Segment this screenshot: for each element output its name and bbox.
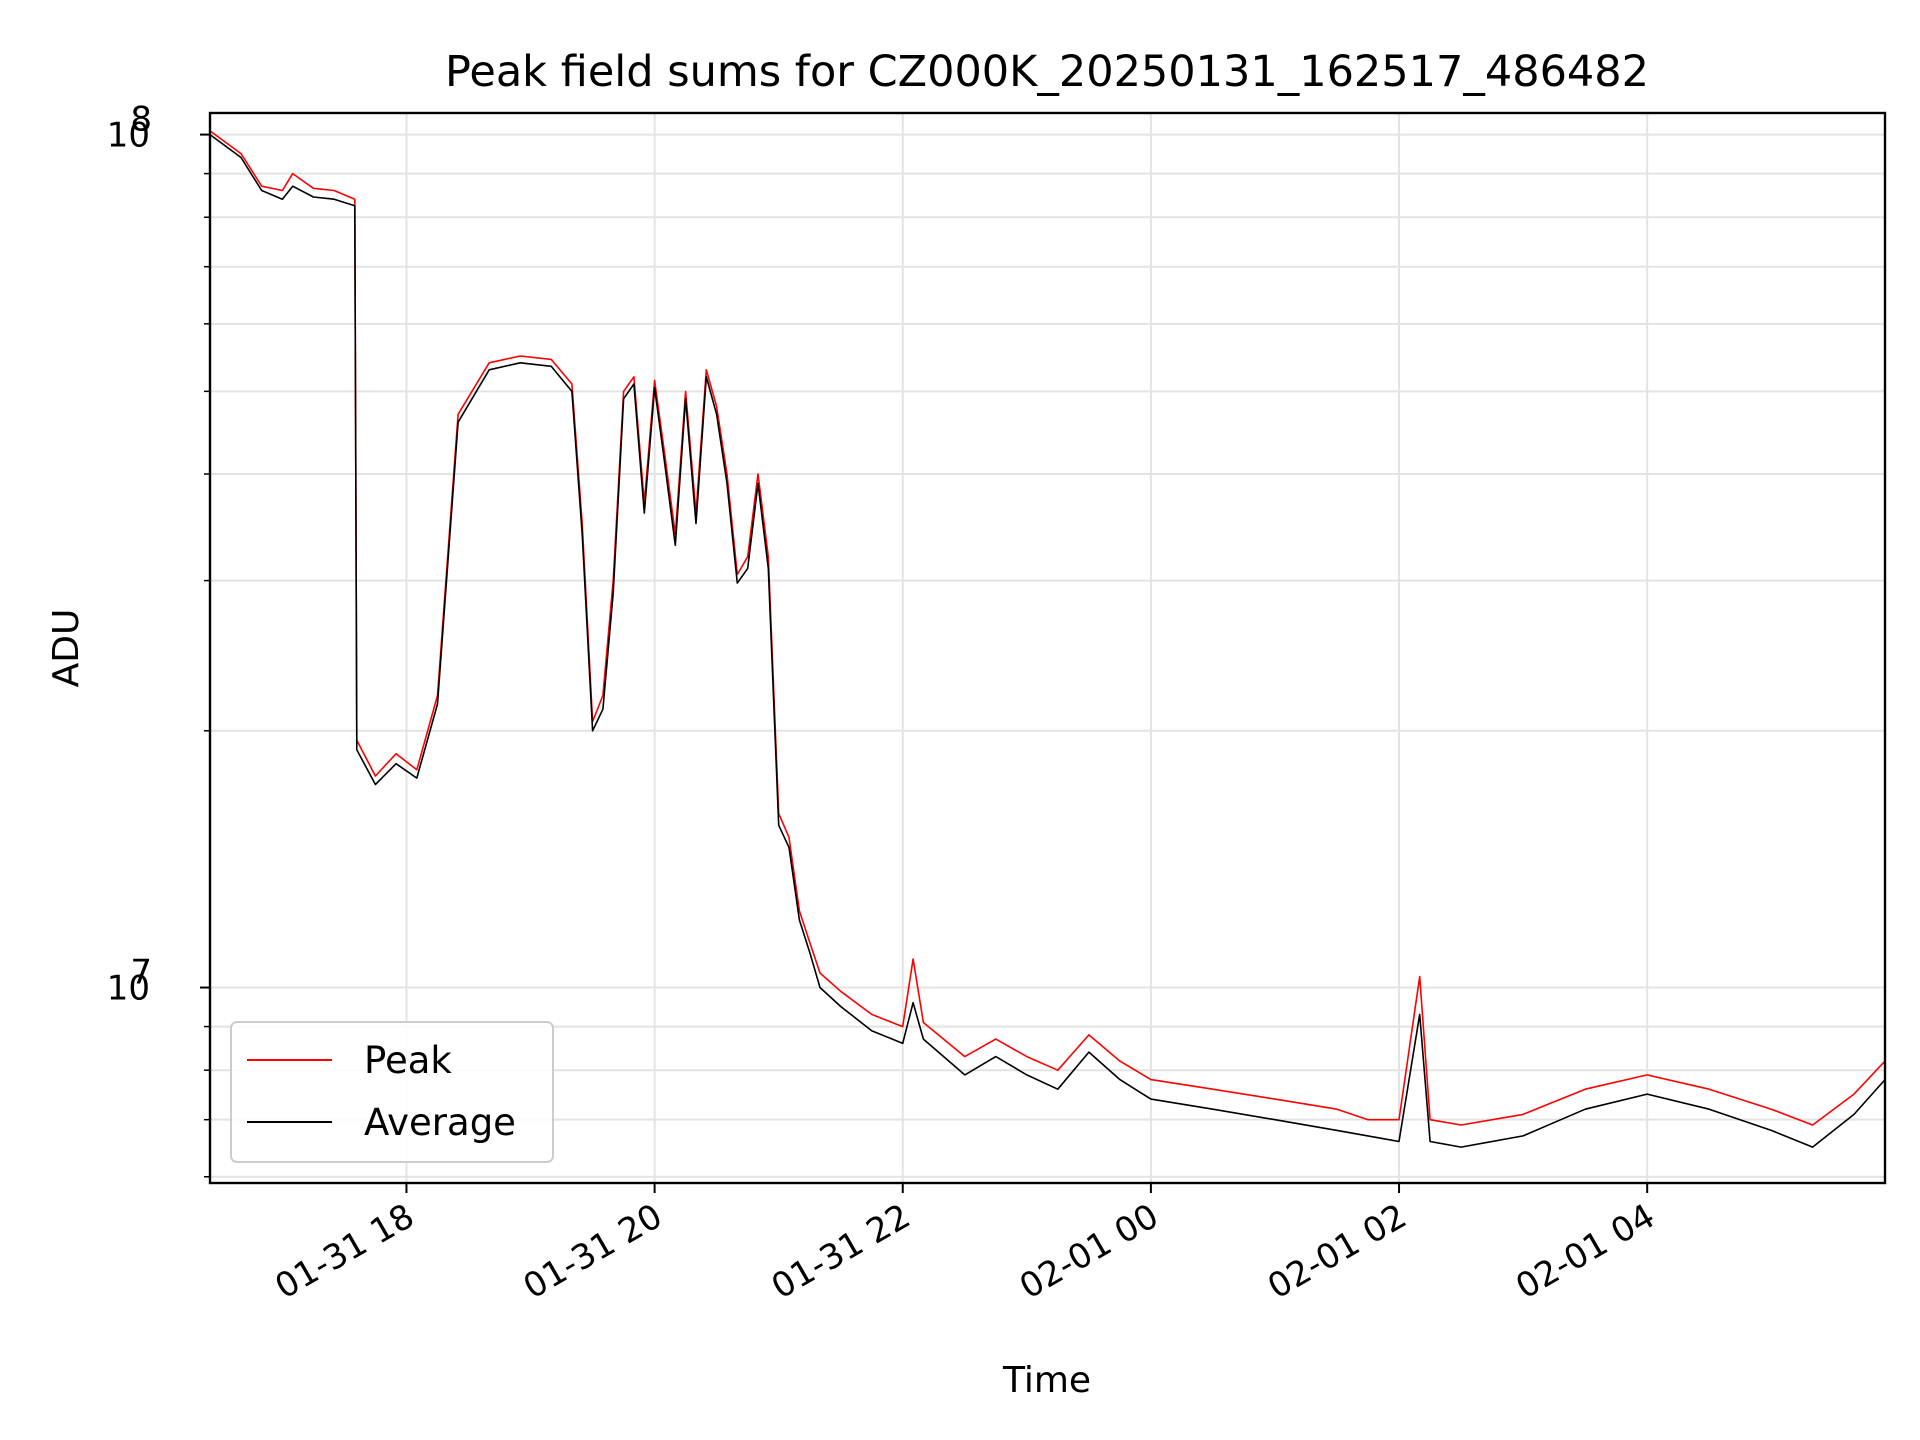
chart-title: Peak field sums for CZ000K_20250131_1625…	[445, 47, 1649, 97]
plot-frame	[208, 111, 1887, 1185]
x-tick-label: 01-31 18	[269, 1196, 421, 1307]
y-tick-label: 10	[107, 969, 150, 1009]
legend-box	[230, 1021, 554, 1163]
x-tick-label: 02-01 00	[1013, 1196, 1165, 1307]
y-tick-label-base: 10	[107, 116, 150, 156]
series-line-peak	[209, 113, 1886, 1126]
x-tick-label: 01-31 20	[517, 1196, 669, 1307]
y-axis-label: ADU	[46, 609, 87, 688]
x-tick-label: 01-31 22	[765, 1196, 917, 1307]
y-tick-label: 10	[107, 116, 150, 156]
plot-series	[209, 113, 1886, 1148]
grid	[210, 113, 1885, 1183]
y-tick-label-base: 10	[107, 969, 150, 1009]
series-line-average	[209, 120, 1886, 1148]
legend: Peak Average	[230, 1021, 554, 1163]
x-tick-label: 02-01 02	[1261, 1196, 1413, 1307]
legend-label-peak: Peak	[364, 1039, 452, 1082]
legend-label-average: Average	[364, 1101, 516, 1144]
x-tick-label: 02-01 04	[1509, 1196, 1661, 1307]
y-tick-label-exponent: 8	[130, 100, 152, 140]
x-axis: 01-31 18 01-31 20 01-31 22 02-01 00 02-01 02…	[269, 1183, 1662, 1307]
x-axis-label: Time	[1002, 1360, 1091, 1401]
y-tick-label-exponent: 7	[130, 953, 152, 993]
